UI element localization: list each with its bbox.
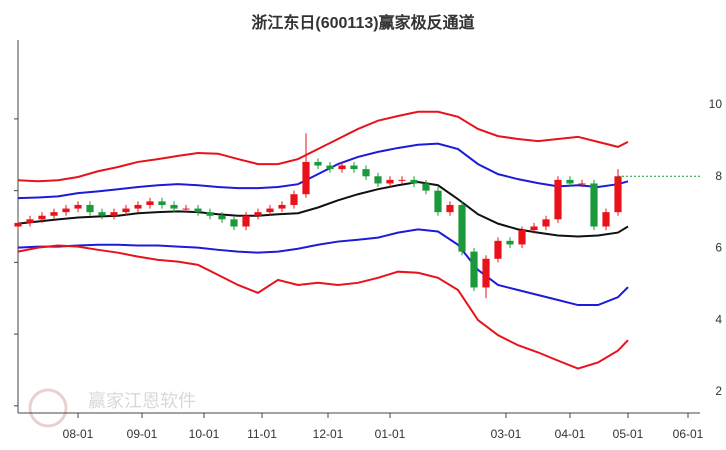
candle-body xyxy=(614,176,622,213)
chart-title: 浙江东日(600113)赢家极反通道 xyxy=(251,13,474,32)
y-tick-label: 10 xyxy=(709,97,723,111)
x-tick-label: 10-01 xyxy=(189,427,220,441)
candle-body xyxy=(422,183,430,191)
candle-body xyxy=(50,212,58,216)
y-tick-label: 2 xyxy=(715,384,722,398)
x-tick-label: 03-01 xyxy=(491,427,522,441)
candle-body xyxy=(494,240,502,259)
candle-body xyxy=(158,201,166,205)
channel-line xyxy=(17,228,629,307)
candle-body xyxy=(62,208,70,213)
candle-body xyxy=(530,226,538,231)
watermark-logo xyxy=(28,388,68,428)
x-tick-label: 04-01 xyxy=(555,427,586,441)
candle-body xyxy=(14,222,22,227)
candle-body xyxy=(170,204,178,209)
channel-line xyxy=(17,244,629,370)
candle-body xyxy=(302,161,310,195)
x-tick-label: 01-01 xyxy=(375,427,406,441)
watermark: 赢家江恩软件 xyxy=(88,390,196,411)
candle-body xyxy=(386,179,394,184)
candle-body xyxy=(326,165,334,170)
channel-line xyxy=(17,110,629,183)
candle-body xyxy=(542,219,550,227)
candle-body xyxy=(338,165,346,170)
x-tick-label: 11-01 xyxy=(247,427,277,441)
x-tick-label: 08-01 xyxy=(63,427,94,441)
candle-body xyxy=(86,204,94,213)
candle-body xyxy=(410,179,418,184)
candle-body xyxy=(506,240,514,245)
candle-body xyxy=(398,179,406,181)
channel-line xyxy=(17,142,629,200)
candle-body xyxy=(566,179,574,184)
candle-body xyxy=(110,212,118,216)
x-tick-label: 06-01 xyxy=(673,427,704,441)
candle-body xyxy=(134,204,142,209)
candle-body xyxy=(206,212,214,216)
candle-body xyxy=(578,183,586,185)
y-tick-label: 6 xyxy=(715,241,722,255)
candle-body xyxy=(350,165,358,170)
candle-body xyxy=(482,258,490,288)
candle-body xyxy=(242,215,250,227)
candle-body xyxy=(446,204,454,213)
candle-body xyxy=(38,215,46,220)
channel-line xyxy=(17,181,629,238)
candle-body xyxy=(182,208,190,210)
candle-body xyxy=(290,194,298,205)
candle-body xyxy=(518,230,526,245)
candle-body xyxy=(590,183,598,227)
candle-body xyxy=(98,212,106,216)
y-tick-label: 8 xyxy=(715,169,722,183)
candle-body xyxy=(26,219,34,223)
candle-body xyxy=(374,176,382,184)
y-tick-label: 4 xyxy=(715,312,722,326)
x-tick-label: 05-01 xyxy=(613,427,644,441)
candle-body xyxy=(266,208,274,213)
candle-body xyxy=(554,179,562,220)
candle-body xyxy=(122,208,130,213)
candle-body xyxy=(314,161,322,166)
x-tick-label: 12-01 xyxy=(313,427,344,441)
candle-body xyxy=(362,169,370,177)
candle-body xyxy=(74,204,82,209)
candle-body xyxy=(218,215,226,220)
candle-body xyxy=(434,190,442,213)
candle-body xyxy=(194,208,202,213)
candle-body xyxy=(602,212,610,227)
x-tick-label: 09-01 xyxy=(127,427,158,441)
candle-body xyxy=(458,204,466,252)
candle-body xyxy=(254,212,262,216)
candle-body xyxy=(470,251,478,288)
candle-body xyxy=(278,204,286,209)
candle-body xyxy=(230,219,238,227)
candle-body xyxy=(146,201,154,205)
